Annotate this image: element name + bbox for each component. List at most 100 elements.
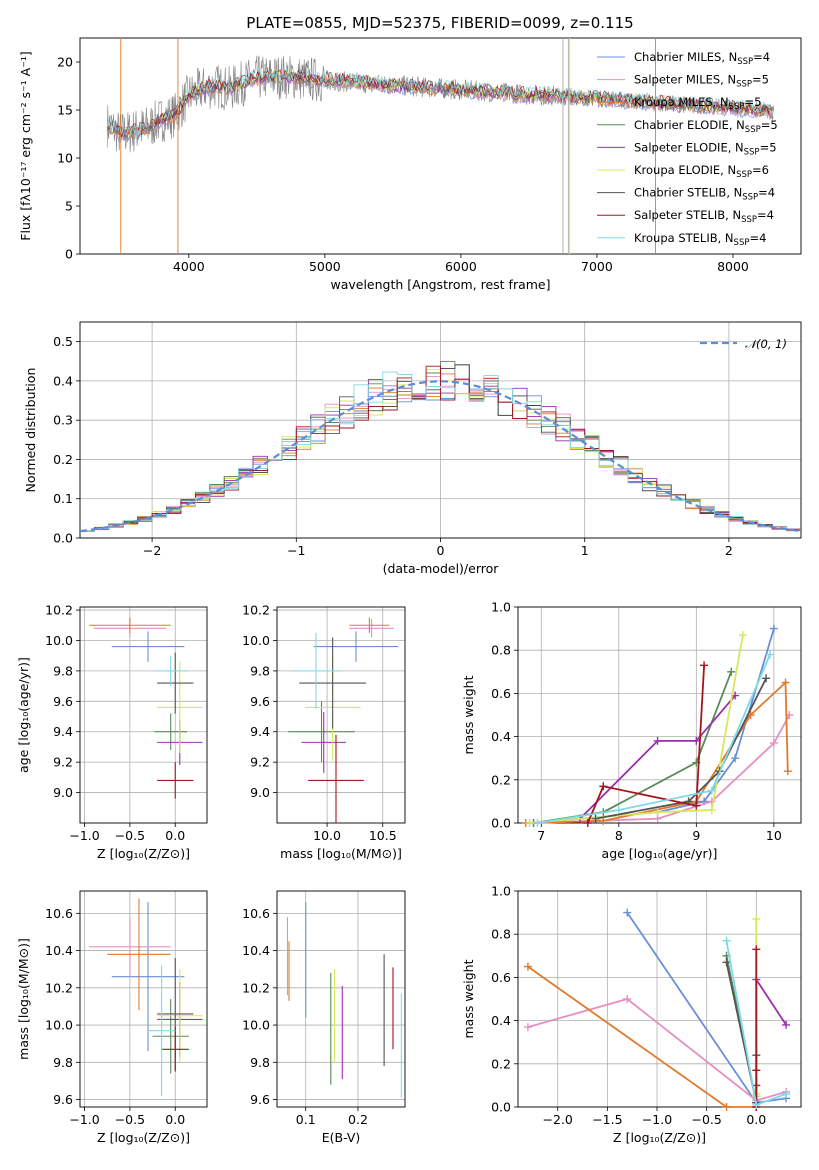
ytick-label-mass_vs_ebv-3: 10.2 (242, 980, 270, 995)
ytick-label-spectrum-1: 5 (65, 199, 73, 214)
ytick-label-massweight_vs_age-1: 0.2 (491, 772, 511, 787)
xtick-label-residuals-3: 1 (581, 543, 589, 558)
xtick-label-massweight_vs_Z-3: −0.5 (691, 1112, 721, 1127)
massweight_vs_age-series-2-point-5 (783, 767, 792, 776)
massweight_vs_age-series-7-point-0 (583, 819, 592, 827)
xtick-label-massweight_vs_age-1: 8 (615, 828, 623, 843)
ytick-label-massweight_vs_age-2: 0.4 (491, 729, 511, 744)
xtick-label-mass_vs_Z-2: 0.0 (165, 1112, 185, 1127)
ytick-label-age_vs_Z-5: 10.0 (45, 633, 73, 648)
xtick-label-age_vs_Z-0: −1.0 (69, 828, 99, 843)
frame-mass_vs_Z (79, 890, 208, 1108)
spectrum-legend: Chabrier MILES, NSSP=4 Salpeter MILES, NS… (597, 50, 778, 248)
spectrum-model-line-4 (106, 71, 774, 138)
xtick-label-spectrum-2: 6000 (445, 259, 477, 274)
frame-residuals (79, 321, 802, 539)
massweight_vs_age-series-2-point-1 (599, 816, 608, 825)
frame-age_vs_mass (276, 606, 406, 824)
xtick-label-mass_vs_Z-0: −1.0 (69, 1112, 99, 1127)
massweight_vs_Z-series-4-point-2 (782, 1020, 791, 1029)
ytick-label-mass_vs_ebv-5: 10.6 (242, 906, 270, 921)
axes-age_vs_Z: −1.0 −0.5 0.0 9.0 9.2 9.4 9.6 9.8 10.0 10.2 Z [log… (16, 603, 208, 861)
xlabel-mass_vs_Z: Z [log₁₀(Z/Z⊙)] (97, 1130, 190, 1145)
ytick-label-mass_vs_Z-4: 10.4 (45, 943, 73, 958)
spectrum-legend-label-0: Chabrier MILES, NSSP=4 (634, 50, 770, 67)
spectrum-legend-label-3: Chabrier ELODIE, NSSP=5 (634, 118, 778, 135)
ytick-label-age_vs_Z-2: 9.4 (53, 724, 73, 739)
ytick-label-age_vs_mass-1: 9.2 (250, 755, 270, 770)
ytick-label-age_vs_Z-1: 9.2 (53, 755, 73, 770)
ylabel-age_vs_Z: age [log₁₀(age/yr)] (16, 657, 31, 773)
ytick-label-age_vs_mass-6: 10.2 (242, 603, 270, 618)
massweight_vs_Z-series-1-point-1 (623, 995, 632, 1003)
spectrum-model-line-2 (106, 71, 774, 140)
massweight_vs_Z-series-8-point-1 (752, 1100, 761, 1109)
massweight_vs_Z-series-2-line (527, 965, 758, 1108)
axes-mass_vs_Z: −1.0 −0.5 0.0 9.6 9.8 10.0 10.2 10.4 10.6 Z [log₁… (16, 890, 208, 1145)
massweight_vs_age-series-5-line (529, 634, 744, 824)
frame-spectrum (79, 37, 802, 255)
ylabel-mass_vs_Z: mass [log₁₀(M/M⊙)] (16, 938, 31, 1060)
massweight_vs_age-series-8-point-0 (533, 819, 542, 827)
massweight_vs_Z-series-1-point-0 (523, 1023, 532, 1032)
normal-curve-line (80, 380, 801, 533)
ytick-label-residuals-3: 0.3 (53, 413, 73, 428)
massweight_vs_age-series-2-line (525, 680, 789, 824)
residual-histogram-8 (80, 371, 801, 532)
massweight_vs_age-series-0-point-5 (769, 624, 778, 633)
ytick-label-massweight_vs_Z-1: 0.2 (491, 1056, 511, 1071)
xtick-label-spectrum-4: 8000 (717, 259, 749, 274)
ytick-label-mass_vs_Z-0: 9.6 (53, 1092, 73, 1107)
spectrum-legend-label-5: Kroupa ELODIE, NSSP=6 (634, 163, 769, 180)
ytick-label-residuals-0: 0.0 (53, 531, 73, 546)
xtick-label-spectrum-0: 4000 (173, 259, 205, 274)
xtick-label-age_vs_mass-1: 10.5 (369, 828, 397, 843)
massweight_vs_age-series-8-line (537, 654, 771, 824)
xlabel-massweight_vs_age: age [log₁₀(age/yr)] (602, 846, 718, 861)
ytick-label-massweight_vs_age-5: 1.0 (491, 600, 511, 615)
frame-massweight_vs_Z (517, 890, 802, 1108)
ytick-label-residuals-4: 0.4 (53, 373, 73, 388)
xtick-label-massweight_vs_age-0: 7 (537, 828, 545, 843)
massweight_vs_age-series-3-point-3 (727, 667, 736, 676)
axes-massweight_vs_Z: −2.0 −1.5 −1.0 −0.5 0.0 0.0 0.2 0.4 0.6 0.8 1.0 Z [… (461, 884, 802, 1145)
massweight_vs_age-series-5-point-3 (738, 631, 747, 640)
xtick-label-spectrum-1: 5000 (309, 259, 341, 274)
massweight_vs_age-series-3-line (533, 671, 733, 824)
xtick-label-mass_vs_ebv-1: 0.2 (348, 1112, 368, 1127)
xlabel-residuals: (data-model)/error (383, 561, 500, 576)
xtick-label-residuals-1: −1 (287, 543, 305, 558)
massweight_vs_age-series-8-point-2 (707, 786, 716, 795)
residual-legend-label: 𝒩(0, 1) (745, 337, 787, 351)
spectrum-legend-label-8: Kroupa STELIB, NSSP=4 (634, 231, 766, 248)
ytick-label-age_vs_mass-0: 9.0 (250, 785, 270, 800)
figure-title: PLATE=0855, MJD=52375, FIBERID=0099, z=0… (246, 14, 633, 32)
massweight_vs_age-series-6-point-0 (591, 814, 600, 823)
massweight_vs_age-series-7-point-2 (692, 801, 701, 810)
frame-age_vs_Z (79, 606, 208, 824)
massweight_vs_Z-series-1-line (527, 998, 787, 1102)
xlabel-mass_vs_ebv: E(B-V) (322, 1130, 361, 1145)
xtick-label-mass_vs_ebv-0: 0.1 (296, 1112, 316, 1127)
massweight_vs_Z-series-0-point-0 (623, 908, 632, 917)
massweight_vs_Z-series-6-point-0 (722, 958, 731, 967)
massweight_vs_age-series-5-point-0 (525, 819, 534, 827)
frame-massweight_vs_age (517, 606, 802, 824)
ytick-label-massweight_vs_Z-3: 0.6 (491, 970, 511, 985)
xlabel-spectrum: wavelength [Angstrom, rest frame] (330, 277, 550, 292)
massweight_vs_Z-series-2-point-0 (523, 962, 532, 971)
ytick-label-spectrum-4: 20 (57, 55, 73, 70)
massweight_vs_age-series-8-point-3 (765, 650, 774, 659)
ytick-label-mass_vs_ebv-1: 9.8 (250, 1055, 270, 1070)
ytick-label-mass_vs_ebv-4: 10.4 (242, 943, 270, 958)
ylabel-spectrum: Flux [fλ10⁻¹⁷ erg cm⁻² s⁻¹ A⁻¹] (18, 51, 33, 240)
ytick-label-mass_vs_Z-5: 10.6 (45, 906, 73, 921)
massweight_vs_Z-series-8-point-2 (782, 1090, 791, 1099)
massweight_vs_age-series-8-point-1 (614, 806, 623, 815)
massweight_vs_age-series-4-point-2 (692, 736, 701, 745)
ytick-label-massweight_vs_Z-5: 1.0 (491, 884, 511, 899)
xtick-label-massweight_vs_Z-0: −2.0 (543, 1112, 573, 1127)
massweight_vs_Z-series-7-point-0 (752, 945, 761, 954)
spectrum-model-line-8 (106, 68, 774, 136)
ytick-label-age_vs_mass-2: 9.4 (250, 724, 270, 739)
